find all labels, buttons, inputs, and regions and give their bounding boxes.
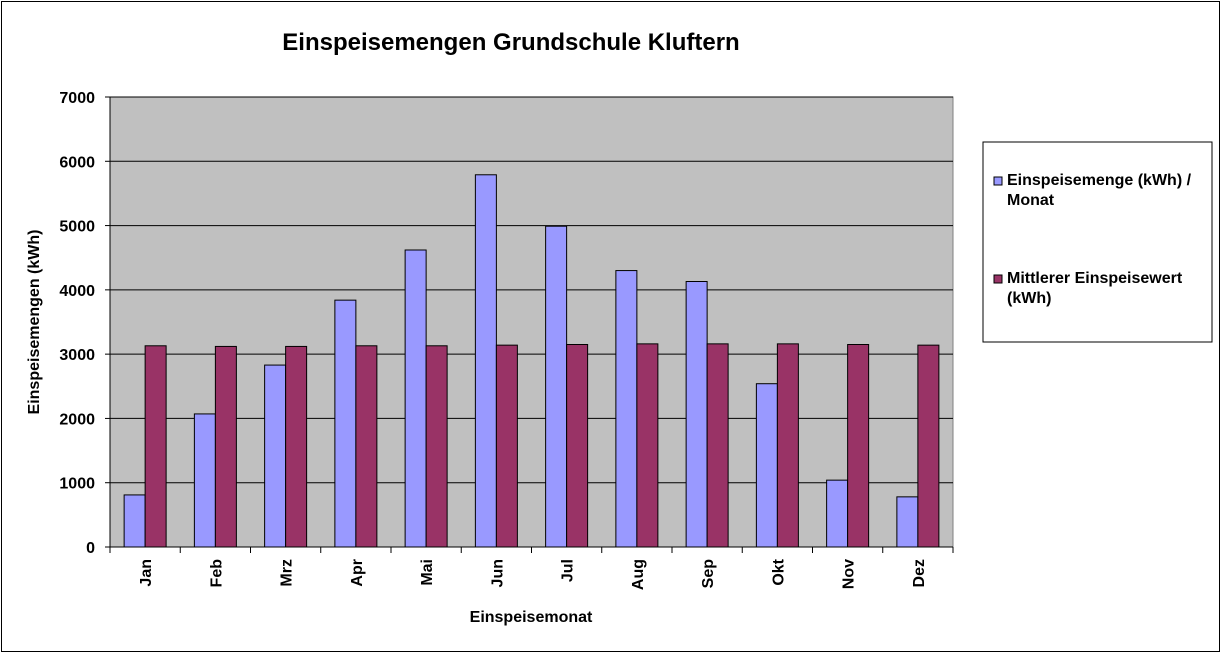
y-tick-label: 2000 bbox=[59, 411, 95, 428]
x-axis-title: Einspeisemonat bbox=[470, 609, 593, 626]
y-tick-label: 7000 bbox=[59, 90, 95, 107]
y-tick-label: 5000 bbox=[59, 219, 95, 236]
x-tick-label: Mai bbox=[419, 559, 436, 586]
bar-einspeisemenge-dez bbox=[896, 496, 919, 548]
y-tick-label: 3000 bbox=[59, 347, 95, 364]
x-tick-label: Apr bbox=[349, 559, 366, 587]
bar-einspeisemenge-sep bbox=[685, 281, 708, 548]
bar-einspeisemenge-jan bbox=[123, 494, 146, 548]
y-tick-labels: 0 1000 2000 3000 4000 5000 6000 7000 bbox=[59, 90, 95, 557]
y-tick-label: 0 bbox=[86, 540, 95, 557]
legend-swatch bbox=[993, 274, 1003, 284]
bar-einspeisemenge-okt bbox=[755, 383, 778, 548]
y-tick-label: 6000 bbox=[59, 154, 95, 171]
y-tick-label: 1000 bbox=[59, 476, 95, 493]
bar-einspeisemenge-aug bbox=[615, 270, 638, 548]
bar-einspeisemenge-nov bbox=[826, 479, 849, 548]
chart-title: Einspeisemengen Grundschule Kluftern bbox=[282, 29, 739, 56]
x-tick-label: Nov bbox=[841, 559, 858, 589]
bar-einspeisemenge-apr bbox=[334, 299, 357, 548]
bar-mittelwert-sep bbox=[706, 343, 729, 548]
bar-einspeisemenge-feb bbox=[193, 413, 216, 548]
bar-mittelwert-okt bbox=[776, 343, 799, 548]
x-tick-label: Jan bbox=[138, 559, 155, 587]
legend-label: Mittlerer Einspeisewert bbox=[1007, 270, 1183, 287]
x-tick-label: Aug bbox=[630, 559, 647, 590]
bar-mittelwert-dez bbox=[917, 344, 940, 548]
legend-label: (kWh) bbox=[1007, 290, 1051, 307]
legend-swatch bbox=[993, 176, 1003, 186]
axes bbox=[105, 96, 954, 553]
bar-einspeisemenge-mrz bbox=[264, 364, 287, 548]
x-tick-label: Mrz bbox=[279, 559, 296, 587]
bar-mittelwert-apr bbox=[355, 345, 378, 548]
bar-mittelwert-nov bbox=[847, 344, 870, 548]
legend-label: Einspeisemenge (kWh) / bbox=[1007, 172, 1192, 189]
x-tick-labels: Jan Feb Mrz Apr Mai Jun Jul Aug Sep Okt Nov Dez bbox=[138, 558, 928, 590]
bar-mittelwert-jun bbox=[495, 344, 518, 548]
bar-mittelwert-aug bbox=[636, 343, 659, 548]
x-tick-label: Jul bbox=[560, 559, 577, 582]
bar-einspeisemenge-jul bbox=[545, 225, 568, 548]
legend-box bbox=[982, 141, 1213, 343]
plot-area bbox=[109, 96, 954, 548]
legend-label: Monat bbox=[1007, 192, 1055, 209]
bar-mittelwert-jul bbox=[566, 344, 589, 548]
y-tick-label: 4000 bbox=[59, 283, 95, 300]
bar-mittelwert-jan bbox=[144, 345, 167, 548]
x-tick-label: Dez bbox=[911, 559, 928, 587]
legend: Einspeisemenge (kWh) / Monat Mittlerer Ein… bbox=[982, 141, 1213, 343]
bar-mittelwert-mai bbox=[425, 345, 448, 548]
gridlines bbox=[110, 96, 953, 484]
bar-mittelwert-feb bbox=[214, 345, 237, 548]
bar-mittelwert-mrz bbox=[285, 345, 308, 548]
bars bbox=[123, 174, 940, 548]
x-tick-label: Feb bbox=[208, 559, 225, 588]
y-axis-title: Einspeisemengen (kWh) bbox=[26, 230, 43, 415]
x-tick-label: Sep bbox=[700, 559, 717, 589]
bar-einspeisemenge-jun bbox=[474, 174, 497, 548]
x-tick-label: Jun bbox=[489, 559, 506, 587]
x-tick-label: Okt bbox=[770, 558, 787, 585]
bar-einspeisemenge-mai bbox=[404, 249, 427, 548]
